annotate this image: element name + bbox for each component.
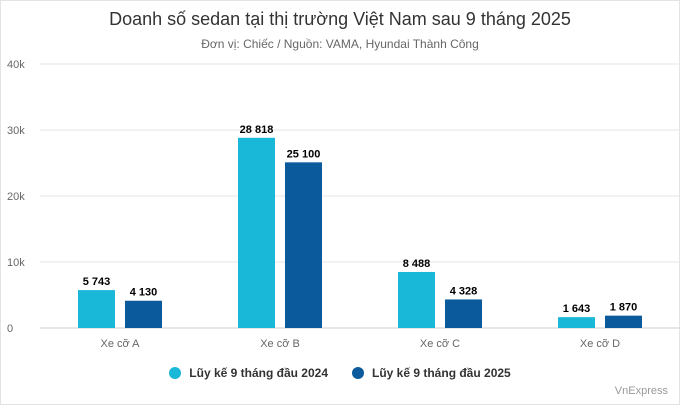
legend-label-2025: Lũy kế 9 tháng đầu 2025 — [372, 366, 511, 380]
data-label: 5 743 — [83, 276, 111, 288]
bar-2025-2 — [445, 299, 482, 328]
data-label: 1 643 — [563, 303, 591, 315]
legend-marker-2025 — [352, 367, 364, 379]
data-label: 4 130 — [130, 287, 158, 299]
data-label: 4 328 — [450, 285, 478, 297]
bar-2024-3 — [558, 317, 595, 328]
y-tick-label: 20k — [7, 191, 25, 203]
y-tick-label: 30k — [7, 125, 25, 137]
bar-2024-2 — [398, 271, 435, 328]
chart-subtitle: Đơn vị: Chiếc / Nguồn: VAMA, Hyundai Thà… — [201, 37, 479, 51]
bar-2024-1 — [238, 137, 275, 328]
x-tick-label: Xe cỡ C — [420, 338, 460, 350]
x-tick-label: Xe cỡ B — [260, 338, 300, 350]
source-credit: VnExpress — [614, 385, 668, 397]
bar-2024-0 — [78, 290, 115, 328]
data-label: 25 100 — [287, 148, 321, 160]
legend-item-2025[interactable]: Lũy kế 9 tháng đầu 2025 — [352, 366, 511, 380]
bar-2025-0 — [125, 300, 162, 328]
legend-label-2024: Lũy kế 9 tháng đầu 2024 — [189, 366, 328, 380]
x-tick-label: Xe cỡ A — [100, 338, 140, 350]
chart-title: Doanh số sedan tại thị trường Việt Nam s… — [109, 9, 571, 29]
bar-2025-1 — [285, 162, 322, 328]
y-tick-label: 0 — [7, 323, 13, 335]
x-tick-label: Xe cỡ D — [580, 338, 620, 350]
data-label: 28 818 — [240, 124, 274, 136]
chart-legend: Lũy kế 9 tháng đầu 2024 Lũy kế 9 tháng đ… — [0, 366, 680, 380]
data-label: 8 488 — [403, 258, 431, 270]
legend-marker-2024 — [169, 367, 182, 379]
bar-2025-3 — [605, 315, 642, 328]
data-label: 1 870 — [610, 302, 638, 314]
y-tick-label: 10k — [7, 257, 25, 269]
legend-item-2024[interactable]: Lũy kế 9 tháng đầu 2024 — [169, 366, 328, 380]
y-tick-label: 40k — [7, 59, 25, 71]
